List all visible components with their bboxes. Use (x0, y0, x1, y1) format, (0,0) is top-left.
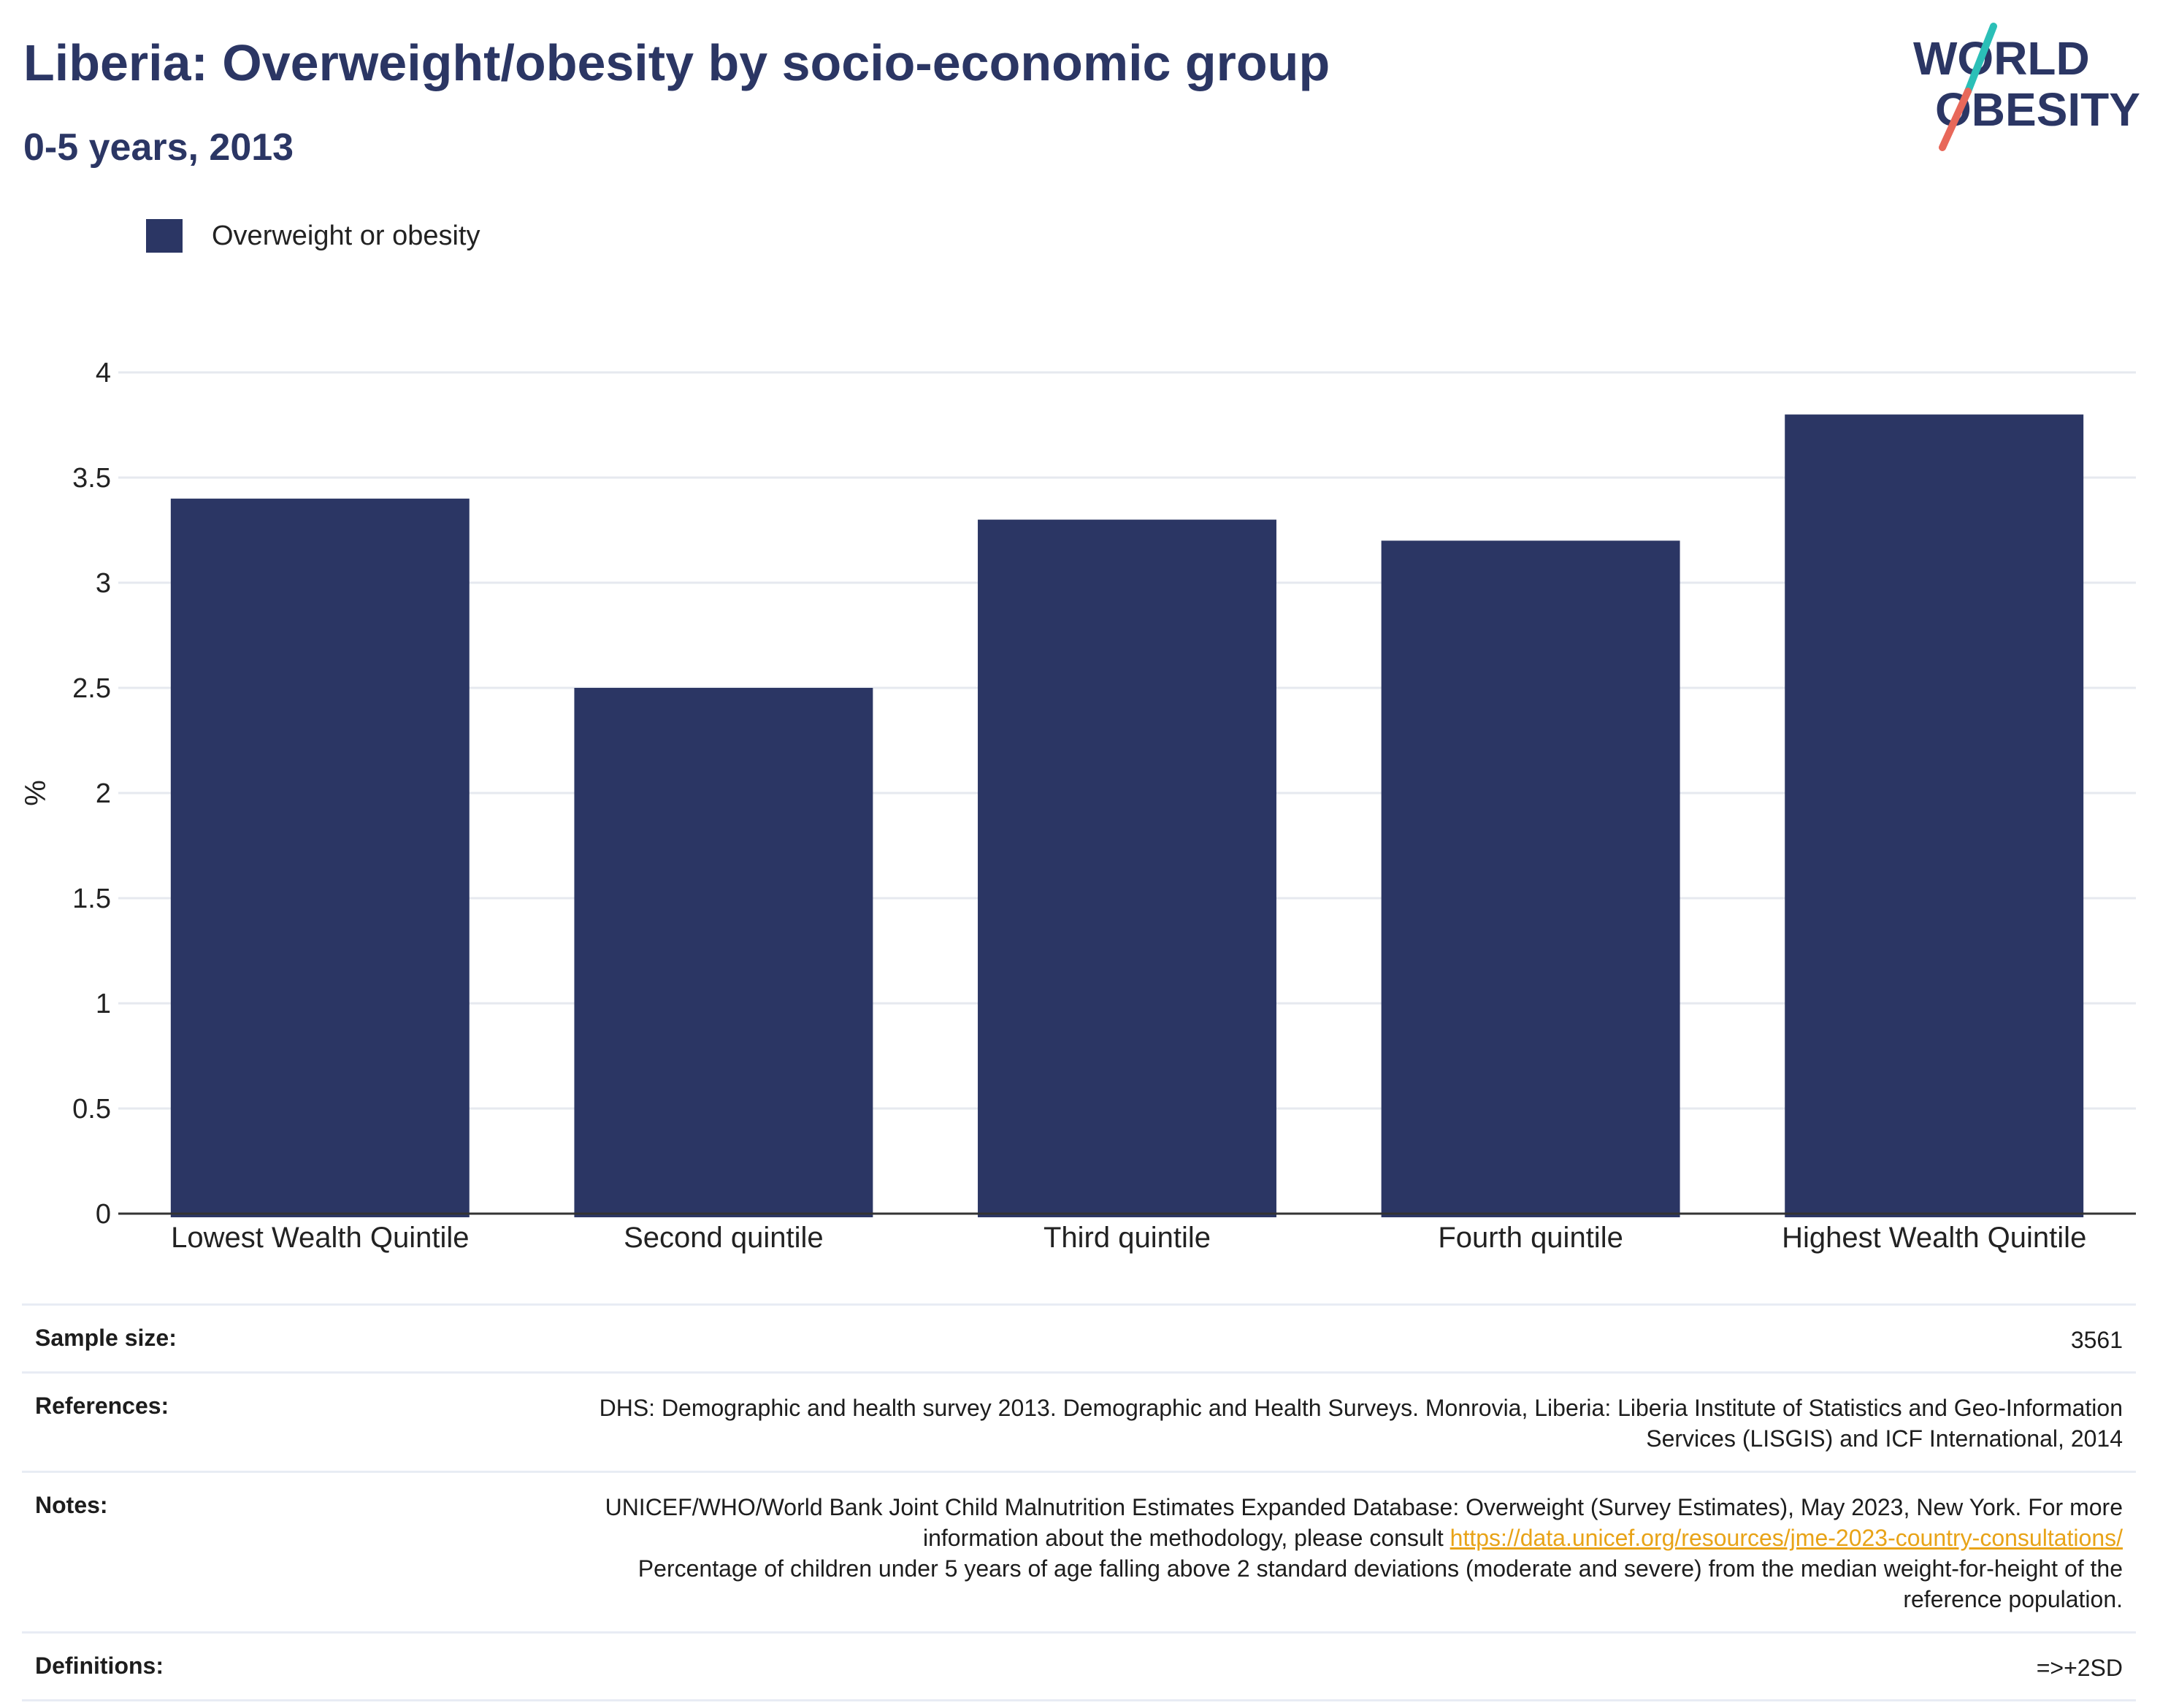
info-table: Sample size: 3561 References: DHS: Demog… (22, 1303, 2136, 1701)
notes-label: Notes: (22, 1470, 546, 1633)
bar[interactable] (1785, 414, 2084, 1217)
logo-text-world: WORLD (1913, 32, 2090, 85)
y-tick-label: 1 (96, 989, 111, 1019)
bar[interactable] (1381, 540, 1680, 1217)
notes-row: Notes: UNICEF/WHO/World Bank Joint Child… (22, 1470, 2136, 1633)
chart-title: Liberia: Overweight/obesity by socio-eco… (23, 34, 1330, 91)
references-value: DHS: Demographic and health survey 2013.… (546, 1371, 2136, 1472)
bar[interactable] (170, 498, 470, 1217)
x-tick-label: Second quintile (624, 1222, 824, 1254)
y-tick-label: 4 (96, 358, 111, 388)
notes-definition-text: Percentage of children under 5 years of … (637, 1555, 2123, 1613)
chart-subtitle: 0-5 years, 2013 (23, 126, 294, 169)
bar[interactable] (574, 688, 873, 1217)
logo-slash-bottom (1939, 88, 1972, 151)
legend-swatch (146, 219, 183, 253)
x-tick-label: Lowest Wealth Quintile (171, 1222, 469, 1254)
world-obesity-logo: WORLD OBESITY (1913, 23, 2140, 151)
logo-slash-top (1964, 23, 1997, 95)
sample-size-value: 3561 (546, 1303, 2136, 1373)
definitions-value: =>+2SD (546, 1631, 2136, 1701)
references-row: References: DHS: Demographic and health … (22, 1371, 2136, 1472)
chart-legend[interactable]: Overweight or obesity (146, 218, 480, 254)
legend-label: Overweight or obesity (212, 220, 480, 251)
x-tick-label: Highest Wealth Quintile (1782, 1222, 2086, 1254)
y-axis-label: % (20, 780, 52, 806)
x-tick-label: Fourth quintile (1438, 1222, 1623, 1254)
sample-size-row: Sample size: 3561 (22, 1303, 2136, 1373)
notes-value: UNICEF/WHO/World Bank Joint Child Malnut… (546, 1470, 2136, 1633)
y-tick-label: 1.5 (72, 884, 111, 914)
axes: 0 0.5 1 1.5 2 2.5 3 3.5 4% Lowest Wealth Quintile… (20, 358, 2136, 1254)
y-tick-label: 2.5 (72, 673, 111, 704)
y-tick-label: 3 (96, 568, 111, 599)
notes-link[interactable]: https://data.unicef.org/resources/jme-20… (1449, 1524, 2123, 1551)
y-tick-label: 0.5 (72, 1094, 111, 1125)
definitions-label: Definitions: (22, 1631, 546, 1701)
bar[interactable] (978, 519, 1276, 1217)
bars (170, 414, 2084, 1217)
notes-text: UNICEF/WHO/World Bank Joint Child Malnut… (605, 1493, 2123, 1551)
y-tick-label: 3.5 (72, 463, 111, 494)
x-tick-label: Third quintile (1043, 1222, 1211, 1254)
y-tick-label: 2 (96, 778, 111, 809)
bar-chart: 0 0.5 1 1.5 2 2.5 3 3.5 4% Lowest Wealth Quintile… (20, 358, 2136, 1254)
y-tick-label: 0 (96, 1199, 111, 1230)
references-label: References: (22, 1371, 546, 1472)
definitions-row: Definitions: =>+2SD (22, 1631, 2136, 1701)
sample-size-label: Sample size: (22, 1303, 546, 1373)
